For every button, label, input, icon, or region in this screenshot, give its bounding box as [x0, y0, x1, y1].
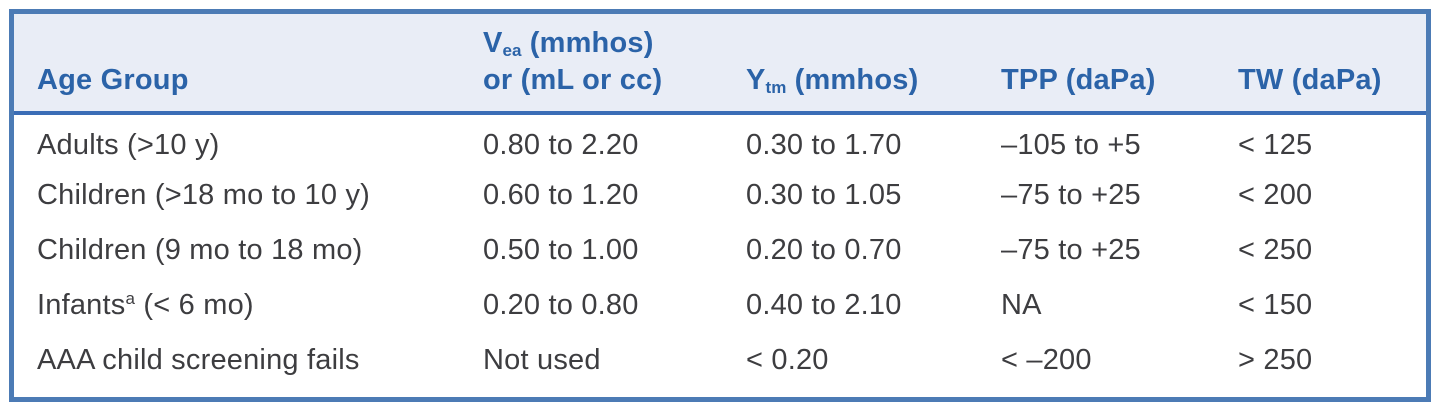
cell-vea: 0.60 to 1.20: [483, 179, 639, 211]
cell-ytm: 0.40 to 2.10: [746, 289, 902, 321]
cell-ytm: 0.30 to 1.05: [746, 179, 902, 211]
cell-age-group: AAA child screening fails: [37, 344, 360, 376]
footnote-marker: a: [125, 289, 136, 308]
table-row-adults: Adults (>10 y) 0.80 to 2.20 0.30 to 1.70…: [14, 113, 1426, 168]
cell-age-group: Infantsa (< 6 mo): [37, 289, 254, 321]
table-row-children-older: Children (>18 mo to 10 y) 0.60 to 1.20 0…: [14, 168, 1426, 223]
header-label-vea-line2: or (mL or cc): [483, 63, 663, 96]
column-header-ytm: Ytm (mmhos): [746, 14, 1001, 115]
cell-vea: Not used: [483, 344, 601, 376]
cell-tpp: –75 to +25: [1001, 179, 1141, 211]
cell-age-group: Adults (>10 y): [37, 129, 220, 161]
ytm-subscript: tm: [765, 77, 787, 97]
table-row-infants: Infantsa (< 6 mo) 0.20 to 0.80 0.40 to 2…: [14, 278, 1426, 333]
cell-tw: < 200: [1238, 179, 1313, 211]
column-header-tw: TW (daPa): [1238, 14, 1426, 115]
cell-ytm: 0.30 to 1.70: [746, 129, 902, 161]
cell-tpp: –75 to +25: [1001, 234, 1141, 266]
cell-age-group: Children (9 mo to 18 mo): [37, 234, 363, 266]
cell-tpp: NA: [1001, 289, 1042, 321]
table-row-aaa-screening-fails: AAA child screening fails Not used < 0.2…: [14, 333, 1426, 388]
cell-vea: 0.80 to 2.20: [483, 129, 639, 161]
cell-ytm: 0.20 to 0.70: [746, 234, 902, 266]
cell-tpp: < –200: [1001, 344, 1092, 376]
header-label-vea-line1: Vea (mmhos): [483, 26, 654, 60]
cell-ytm: < 0.20: [746, 344, 829, 376]
cell-tw: < 125: [1238, 129, 1313, 161]
column-header-tpp: TPP (daPa): [1001, 14, 1238, 115]
vea-subscript: ea: [502, 40, 522, 60]
header-label-tw: TW (daPa): [1238, 63, 1382, 96]
table-header: Age Group Vea (mmhos) or (mL or cc) Ytm …: [14, 14, 1426, 115]
table-row-children-younger: Children (9 mo to 18 mo) 0.50 to 1.00 0.…: [14, 223, 1426, 278]
header-label-age-group: Age Group: [37, 63, 189, 96]
header-label-tpp: TPP (daPa): [1001, 63, 1156, 96]
table-body: Adults (>10 y) 0.80 to 2.20 0.30 to 1.70…: [14, 113, 1426, 388]
cell-tw: > 250: [1238, 344, 1313, 376]
cell-tw: < 250: [1238, 234, 1313, 266]
header-label-ytm: Ytm (mmhos): [746, 63, 919, 97]
normative-values-table-frame: Age Group Vea (mmhos) or (mL or cc) Ytm …: [9, 9, 1431, 402]
header-row: Age Group Vea (mmhos) or (mL or cc) Ytm …: [14, 14, 1426, 115]
normative-values-table: Age Group Vea (mmhos) or (mL or cc) Ytm …: [14, 14, 1426, 388]
cell-age-group: Children (>18 mo to 10 y): [37, 179, 371, 211]
column-header-vea: Vea (mmhos) or (mL or cc): [483, 14, 746, 115]
cell-vea: 0.20 to 0.80: [483, 289, 639, 321]
cell-tw: < 150: [1238, 289, 1313, 321]
column-header-age-group: Age Group: [14, 14, 483, 115]
cell-tpp: –105 to +5: [1001, 129, 1141, 161]
cell-vea: 0.50 to 1.00: [483, 234, 639, 266]
